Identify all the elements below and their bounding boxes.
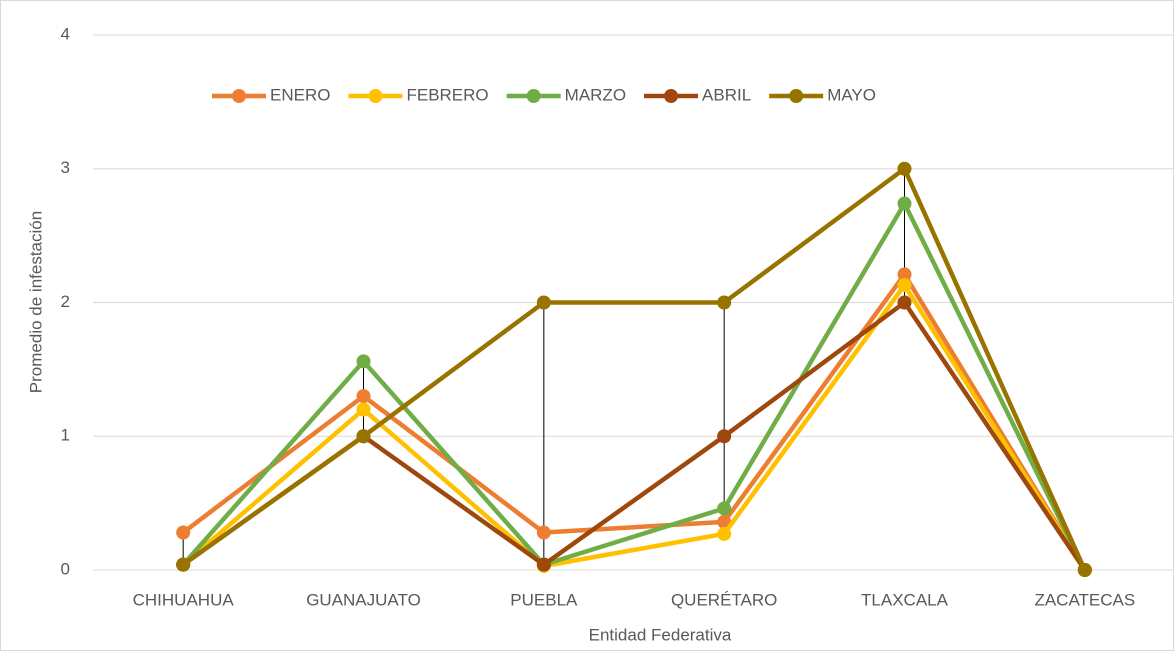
- x-tick-label: GUANAJUATO: [306, 590, 421, 609]
- y-tick-label: 3: [61, 158, 70, 177]
- point: [897, 278, 912, 293]
- series-line: [181, 272, 1087, 572]
- series-line: [181, 282, 1087, 572]
- y-tick-label: 1: [61, 426, 70, 445]
- x-tick-label: QUERÉTARO: [671, 590, 777, 609]
- point: [717, 429, 732, 444]
- point: [717, 526, 732, 541]
- y-tick-label: 2: [61, 292, 70, 311]
- legend-label: FEBRERO: [406, 85, 488, 104]
- legend-label: ABRIL: [702, 85, 751, 104]
- legend-label: MAYO: [827, 85, 876, 104]
- point: [717, 501, 732, 516]
- point: [356, 402, 371, 417]
- point: [536, 557, 551, 572]
- point: [1077, 563, 1092, 577]
- point: [897, 295, 912, 310]
- legend-marker: [664, 89, 679, 103]
- series-line: [181, 166, 1087, 571]
- y-tick-label: 4: [61, 24, 70, 43]
- point: [356, 354, 371, 369]
- y-tick-label: 0: [61, 559, 70, 578]
- point: [356, 389, 371, 404]
- legend-label: MARZO: [565, 85, 626, 104]
- x-tick-label: CHIHUAHUA: [133, 590, 235, 609]
- x-tick-label: PUEBLA: [510, 590, 578, 609]
- x-tick-label: ZACATECAS: [1034, 590, 1135, 609]
- legend-marker: [368, 89, 383, 103]
- x-axis-title: Entidad Federativa: [589, 625, 732, 644]
- legend-marker: [526, 89, 541, 103]
- series-line: [181, 201, 1087, 571]
- point: [536, 295, 551, 310]
- point: [176, 525, 191, 540]
- point: [536, 525, 551, 540]
- point: [897, 196, 912, 211]
- point: [897, 267, 912, 282]
- point: [897, 161, 912, 176]
- legend-marker: [789, 89, 804, 103]
- legend-marker: [232, 89, 246, 103]
- point: [717, 295, 732, 310]
- x-tick-label: TLAXCALA: [861, 590, 949, 609]
- point: [356, 429, 371, 444]
- point: [176, 557, 191, 572]
- y-axis-title: Promedio de infestación: [26, 211, 45, 393]
- legend-label: ENERO: [270, 85, 330, 104]
